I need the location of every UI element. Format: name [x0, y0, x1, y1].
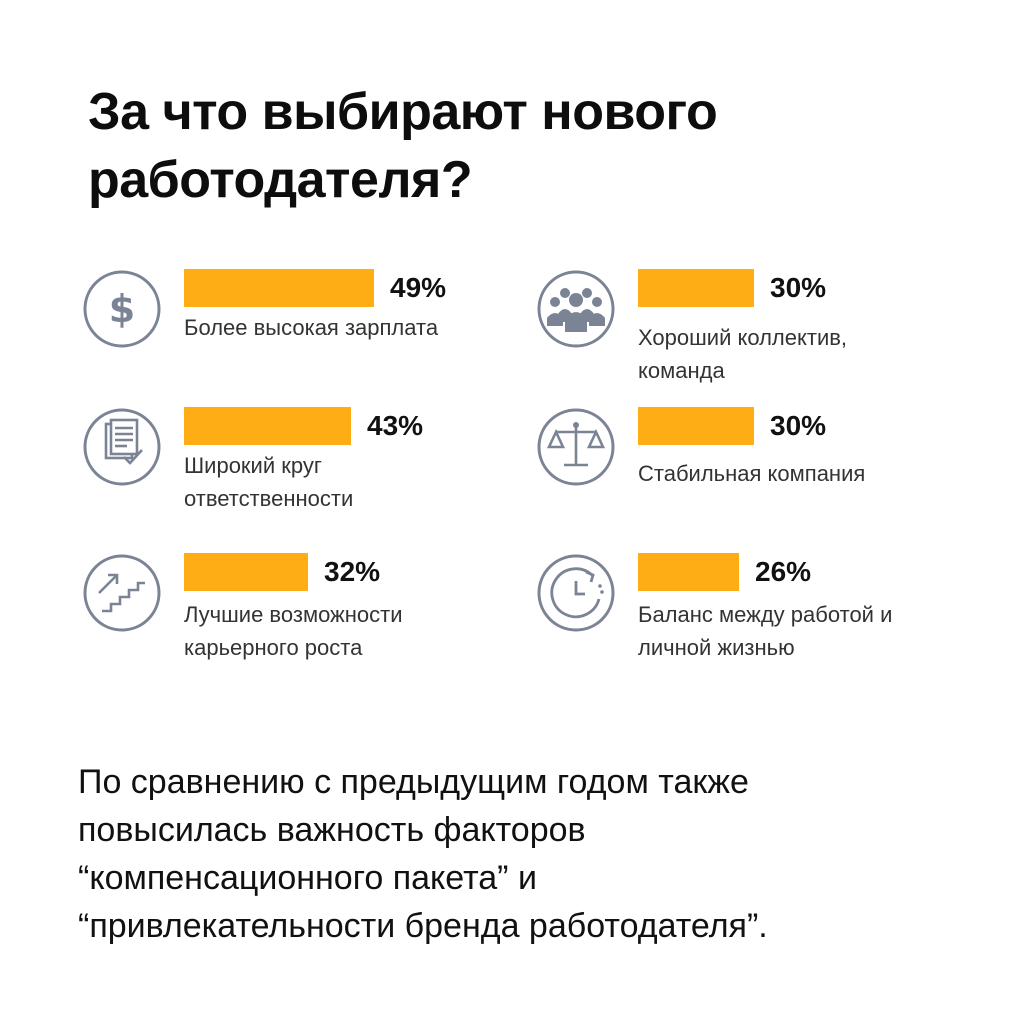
page-title: За что выбирают нового работодателя? — [88, 83, 718, 209]
bar — [184, 269, 374, 307]
chart-item-stable-company: 30% Стабильная компания — [536, 407, 936, 537]
value-label: 30% — [770, 272, 827, 303]
chart-item-career: 32% Лучшие возможности карьерного роста — [82, 553, 482, 683]
category-label: Широкий круг ответственности — [184, 453, 354, 511]
bar — [184, 407, 351, 445]
svg-text:$: $ — [109, 287, 135, 331]
category-label: Стабильная компания — [638, 461, 866, 486]
value-label: 30% — [770, 410, 827, 441]
chart-item-balance: 26% Баланс между работой и личной жизнью — [536, 553, 936, 683]
chart-item-salary: $ 49% Более высокая зарплата — [82, 269, 482, 399]
team-icon — [536, 269, 616, 349]
bar — [638, 553, 739, 591]
bar — [638, 407, 754, 445]
career-stairs-icon — [82, 553, 162, 633]
chart-item-team: 30% Хороший коллектив, команда — [536, 269, 936, 399]
value-label: 49% — [390, 272, 447, 303]
scales-icon — [536, 407, 616, 487]
checklist-icon — [82, 407, 162, 487]
bar — [638, 269, 754, 307]
dollar-icon: $ — [82, 269, 162, 349]
category-label: Лучшие возможности карьерного роста — [184, 602, 403, 660]
chart-item-responsibility: 43% Широкий круг ответственности — [82, 407, 482, 537]
category-label: Хороший коллектив, команда — [638, 325, 848, 383]
value-label: 26% — [755, 556, 812, 587]
value-label: 43% — [367, 410, 424, 441]
category-label: Баланс между работой и личной жизнью — [638, 602, 893, 660]
category-label: Более высокая зарплата — [184, 315, 439, 340]
bar — [184, 553, 308, 591]
clock-icon — [536, 553, 616, 633]
value-label: 32% — [324, 556, 381, 587]
footer-note: По сравнению с предыдущим годом также по… — [78, 763, 768, 945]
